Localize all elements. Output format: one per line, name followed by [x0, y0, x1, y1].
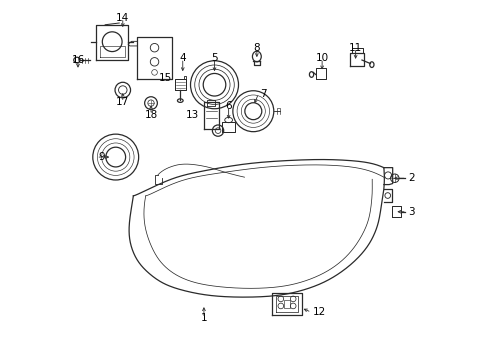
Text: 9: 9	[98, 152, 104, 162]
Text: 1: 1	[200, 313, 207, 323]
Text: 3: 3	[407, 207, 414, 217]
Bar	[283, 300, 289, 308]
Text: 13: 13	[185, 110, 198, 120]
Text: 10: 10	[315, 53, 328, 63]
Text: 11: 11	[348, 43, 362, 53]
Text: 18: 18	[144, 110, 157, 120]
Text: 16: 16	[71, 55, 84, 65]
Text: 14: 14	[116, 13, 129, 23]
Text: 17: 17	[116, 98, 129, 107]
Text: 4: 4	[179, 53, 186, 63]
Text: 7: 7	[260, 89, 266, 99]
Text: 6: 6	[225, 101, 231, 111]
Text: 8: 8	[253, 43, 260, 53]
Text: 2: 2	[407, 173, 414, 183]
Text: 5: 5	[211, 53, 217, 63]
Text: 15: 15	[159, 73, 172, 83]
Text: 12: 12	[313, 307, 326, 317]
